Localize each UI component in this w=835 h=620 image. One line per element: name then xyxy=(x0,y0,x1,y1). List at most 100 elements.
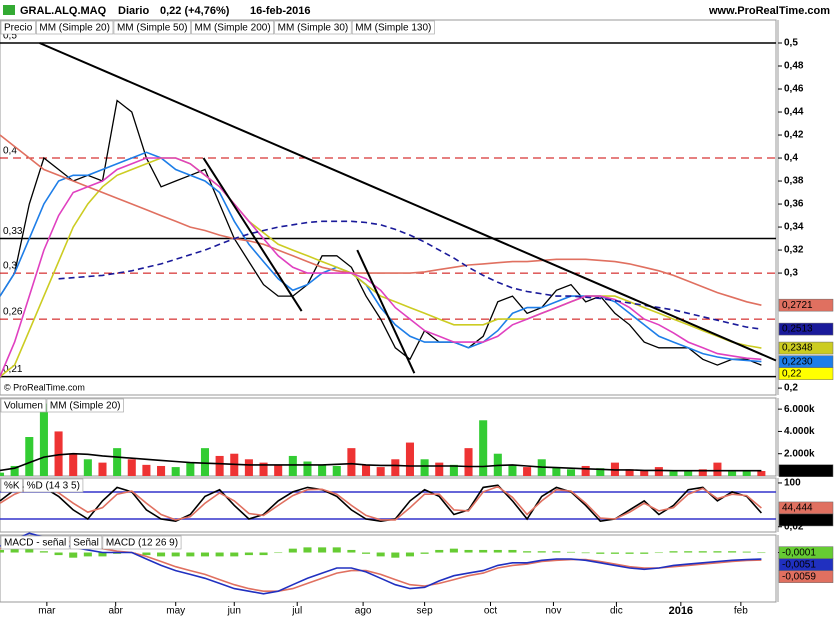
bar xyxy=(523,467,532,476)
bar xyxy=(171,467,180,476)
legend-label: MM (Simple 30) xyxy=(278,23,349,34)
bar xyxy=(625,469,634,476)
bar xyxy=(493,549,502,553)
level-label: 0,21 xyxy=(3,364,23,375)
trendline xyxy=(39,42,777,362)
x-tick-label: 2016 xyxy=(669,605,693,617)
bar xyxy=(508,464,517,476)
legend-box xyxy=(102,535,182,550)
end-label-box xyxy=(778,464,834,477)
bar xyxy=(728,471,737,476)
legend-item: Volumen xyxy=(0,398,47,413)
copyright: © ProRealTime.com xyxy=(4,382,85,392)
y-tick-label: 0,42 xyxy=(784,130,804,141)
end-label-box xyxy=(778,322,834,336)
level-label: 0,3 xyxy=(3,261,17,272)
series-line xyxy=(0,157,762,377)
bar xyxy=(698,469,707,476)
legend-item: Señal xyxy=(69,535,103,550)
bar xyxy=(757,552,766,554)
bar xyxy=(362,552,371,554)
bar xyxy=(728,551,737,553)
y-tick-label: 0,38 xyxy=(784,176,804,187)
y-tick-label: 4.000k xyxy=(784,426,815,437)
bar xyxy=(654,467,663,476)
legend-box xyxy=(69,535,103,550)
bar xyxy=(464,549,473,553)
bar xyxy=(39,551,48,553)
bar xyxy=(127,459,136,476)
bar xyxy=(435,462,444,476)
bar xyxy=(347,448,356,476)
bar xyxy=(83,552,92,557)
bar xyxy=(669,551,678,553)
logo-icon xyxy=(3,5,15,15)
series-line xyxy=(0,452,762,472)
legend-box xyxy=(36,20,114,35)
y-tick-label: 0,4 xyxy=(784,153,798,164)
legend-box xyxy=(0,478,23,493)
bar xyxy=(303,461,312,476)
legend-box xyxy=(46,398,124,413)
period: Diario xyxy=(118,5,149,17)
bar xyxy=(449,548,458,553)
quote: 0,22 (+4,76%) xyxy=(160,5,230,17)
panel-frame xyxy=(0,397,777,477)
legend-item: MM (Simple 130) xyxy=(351,20,435,35)
legend-item: Precio xyxy=(0,20,36,35)
legend-label: Precio xyxy=(4,23,33,34)
end-label-box xyxy=(778,298,834,312)
symbol: GRAL.ALQ.MAQ xyxy=(20,5,107,17)
y-tick-label: 0,32 xyxy=(784,245,804,256)
bar xyxy=(54,431,63,476)
x-tick-label: abr xyxy=(108,606,123,617)
series-line xyxy=(0,99,762,366)
bar xyxy=(171,552,180,557)
bar xyxy=(449,464,458,476)
bar xyxy=(391,552,400,558)
bar xyxy=(552,551,561,553)
panel-frame xyxy=(0,477,777,533)
end-label-box xyxy=(778,570,834,583)
bar xyxy=(10,547,19,553)
bar xyxy=(318,464,327,476)
series-line xyxy=(0,151,762,363)
end-label: 0,2230 xyxy=(782,356,813,367)
trendline xyxy=(202,157,303,312)
bar xyxy=(274,464,283,476)
bar xyxy=(566,469,576,476)
bar xyxy=(552,467,561,476)
end-label: 44,444 xyxy=(782,503,813,514)
bar xyxy=(566,551,576,553)
series-line xyxy=(0,157,762,378)
bar xyxy=(142,464,151,476)
bar xyxy=(435,549,444,553)
bar xyxy=(479,549,488,553)
level-label: 0,4 xyxy=(3,146,17,157)
bar xyxy=(332,547,341,553)
legend-label: MM (Simple 200) xyxy=(195,23,271,34)
bar xyxy=(640,552,649,554)
bar xyxy=(610,552,619,554)
y-tick-label: 100 xyxy=(784,478,801,489)
y-tick-label: 2.000k xyxy=(784,448,815,459)
y-tick-label: 0,44 xyxy=(784,107,804,118)
bar xyxy=(259,552,268,556)
end-label: 0,2721 xyxy=(782,300,813,311)
bar xyxy=(420,459,429,476)
bar xyxy=(230,552,239,557)
legend-item: MM (Simple 200) xyxy=(191,20,275,35)
bar xyxy=(757,470,766,476)
x-tick-label: mar xyxy=(38,606,56,617)
bar xyxy=(713,462,722,476)
legend-box xyxy=(0,20,36,35)
legend-label: MACD - señal xyxy=(4,538,66,549)
end-label: -0,0059 xyxy=(782,571,816,582)
bar xyxy=(640,470,649,476)
bar xyxy=(669,471,678,476)
bar xyxy=(303,547,312,553)
bar xyxy=(288,548,297,553)
legend-label: MM (Simple 130) xyxy=(355,23,431,34)
series-line xyxy=(58,220,762,330)
